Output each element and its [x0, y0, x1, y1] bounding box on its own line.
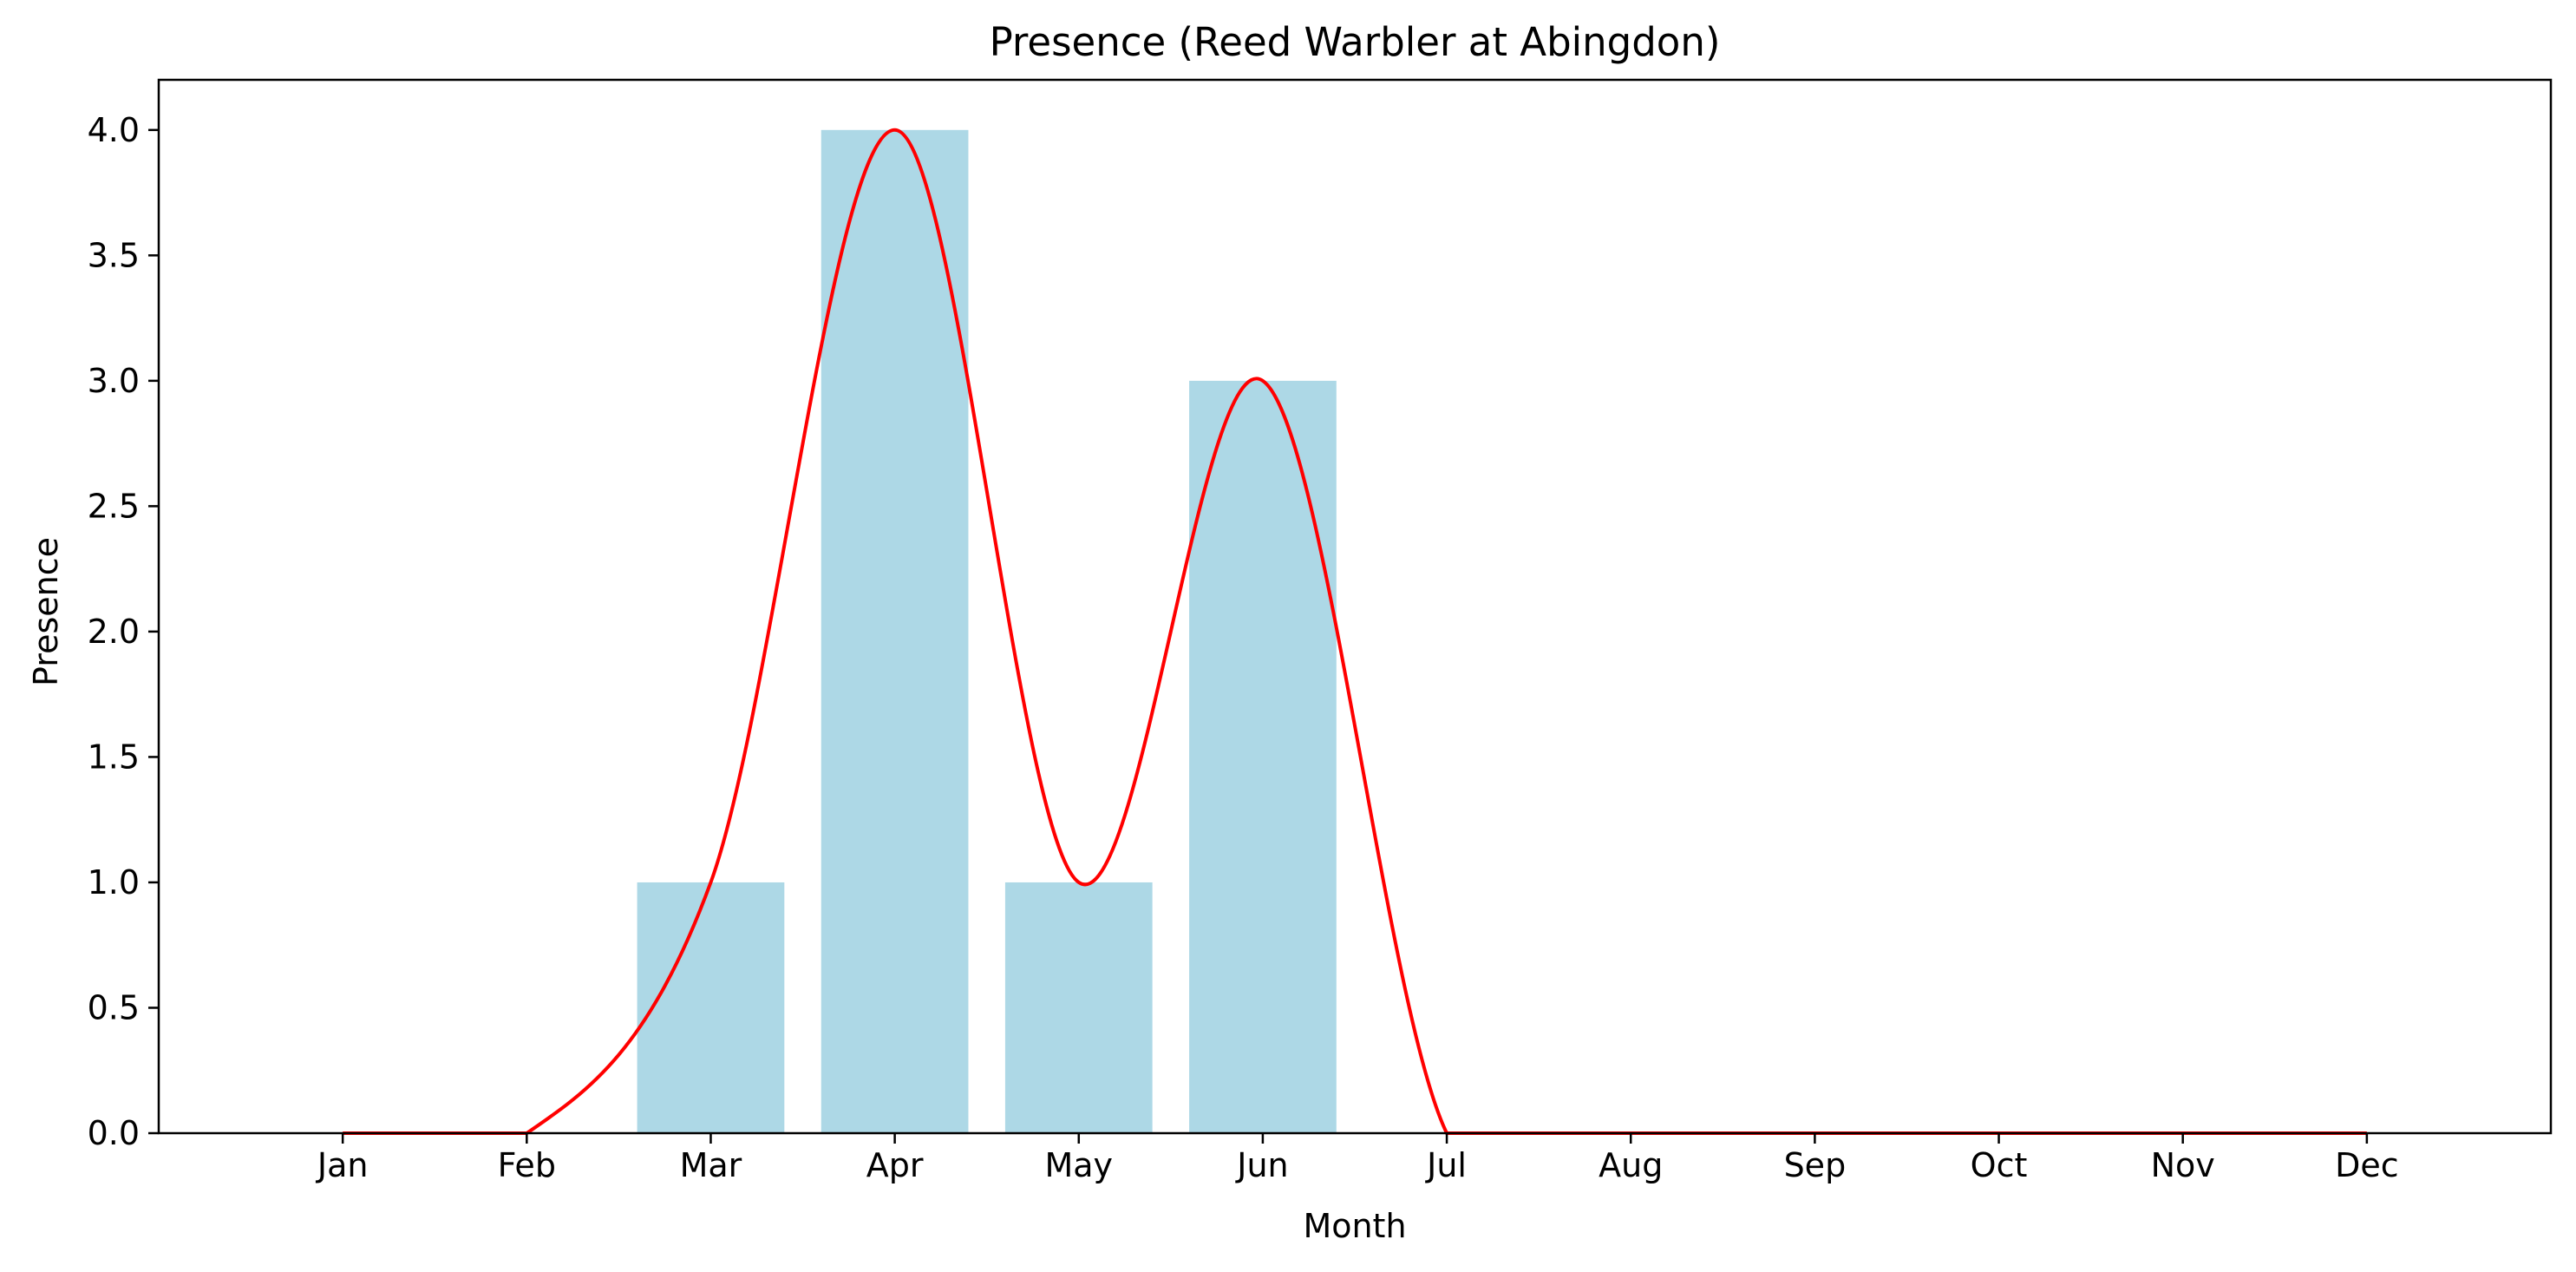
x-tick-label-sep: Sep — [1784, 1146, 1847, 1184]
x-tick-label-feb: Feb — [498, 1146, 556, 1184]
x-tick-label-jul: Jul — [1425, 1146, 1467, 1184]
y-tick-label: 0.0 — [88, 1114, 140, 1152]
chart-title: Presence (Reed Warbler at Abingdon) — [990, 19, 1721, 65]
x-tick-label-dec: Dec — [2335, 1146, 2399, 1184]
y-tick-label: 0.5 — [88, 988, 140, 1026]
plot-frame — [157, 78, 2553, 1135]
bar-apr — [821, 129, 969, 1133]
y-tick-label: 2.5 — [88, 487, 140, 525]
y-tick-label: 3.0 — [88, 362, 140, 400]
x-tick-label-may: May — [1044, 1146, 1113, 1184]
bar-jun — [1189, 380, 1337, 1133]
x-tick-label-jun: Jun — [1235, 1146, 1288, 1184]
bars-group — [637, 129, 1337, 1133]
x-tick-label-nov: Nov — [2151, 1146, 2215, 1184]
y-tick-label: 3.5 — [88, 236, 140, 274]
y-axis-label: Presence — [27, 537, 65, 686]
x-tick-label-apr: Apr — [866, 1146, 924, 1184]
y-tick-label: 1.0 — [88, 863, 140, 902]
y-tick-label: 4.0 — [88, 111, 140, 149]
bar-mar — [637, 882, 785, 1133]
x-tick-label-mar: Mar — [680, 1146, 742, 1184]
x-axis-ticks: Jan Feb Mar Apr May Jun Jul Aug Sep Oct Nov Dec — [316, 1133, 2399, 1184]
x-axis-label: Month — [1303, 1207, 1406, 1245]
bar-may — [1004, 882, 1153, 1133]
y-axis-ticks: 0.0 0.5 1.0 1.5 2.0 2.5 3.0 3.5 4.0 — [88, 111, 159, 1152]
y-tick-label: 2.0 — [88, 613, 140, 651]
x-tick-label-oct: Oct — [1971, 1146, 2028, 1184]
y-tick-label: 1.5 — [88, 738, 140, 776]
x-tick-label-jan: Jan — [316, 1146, 369, 1184]
x-tick-label-aug: Aug — [1599, 1146, 1663, 1184]
